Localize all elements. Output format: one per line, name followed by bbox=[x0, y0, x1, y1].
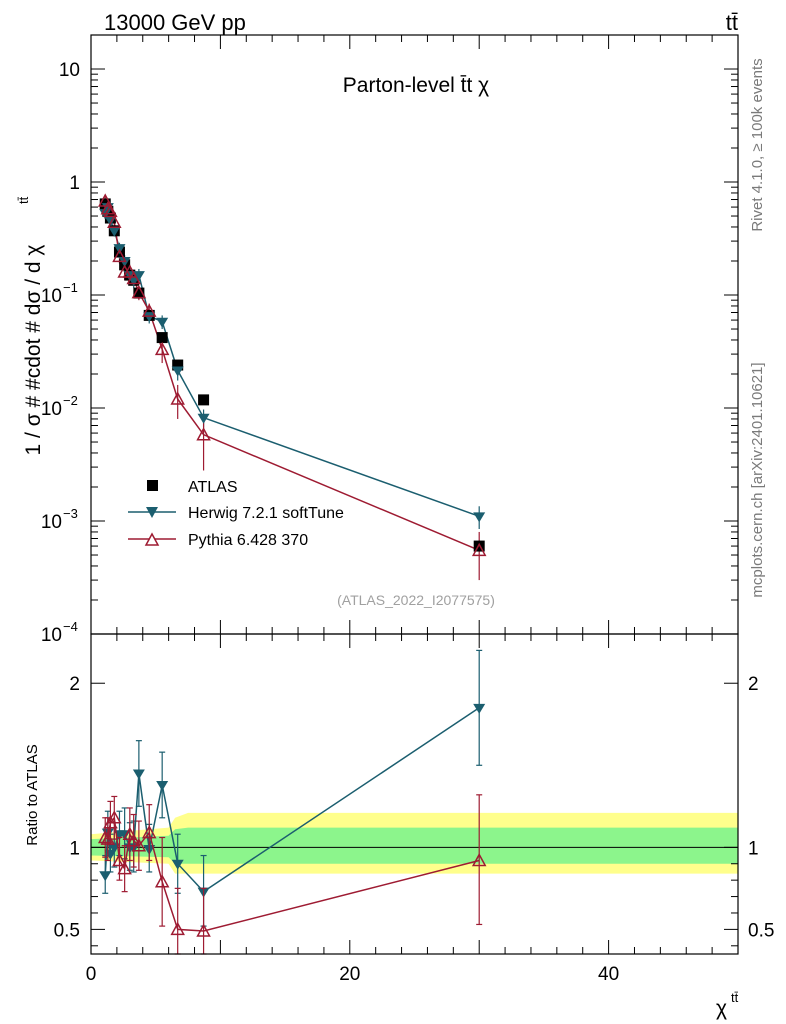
herwig-point bbox=[473, 512, 486, 523]
herwig-point bbox=[143, 312, 156, 323]
x-tick-label: 0 bbox=[86, 964, 97, 985]
ratio-y-label: Ratio to ATLAS bbox=[24, 744, 41, 845]
herwig-line bbox=[104, 204, 480, 518]
atlas-point bbox=[473, 540, 485, 552]
legend-herwig-label: Herwig 7.2.1 softTune bbox=[188, 505, 344, 522]
pythia-point bbox=[141, 303, 157, 317]
y-tick-label-exponent: −1 bbox=[63, 280, 78, 295]
legend-atlas-marker bbox=[147, 480, 158, 491]
pythia-line bbox=[104, 200, 480, 551]
pythia-point bbox=[131, 285, 147, 299]
herwig-point bbox=[156, 317, 169, 328]
legend-herwig-marker bbox=[146, 507, 158, 518]
ratio-axis-ticks: 0.5 0.51 12 20 20 40 bbox=[54, 634, 774, 985]
legend-pythia-label: Pythia 6.428 370 bbox=[188, 532, 308, 549]
ratio-series-layer bbox=[97, 649, 487, 955]
pythia-ratio-point bbox=[141, 824, 157, 839]
ratio-y-tick-label-right: 0.5 bbox=[748, 920, 774, 941]
ratio-frame bbox=[90, 633, 739, 955]
pythia-ratio-point bbox=[112, 852, 127, 867]
energy-label: 13000 GeV pp bbox=[104, 10, 246, 35]
herwig-ratio-point bbox=[156, 780, 169, 791]
pythia-ratio-point bbox=[107, 810, 122, 824]
y-axis-label: 1 / σ # #cdot # dσ / d χ tt̄ bbox=[16, 196, 45, 455]
pythia-point bbox=[126, 270, 141, 285]
x-axis-label: χ tt̄ bbox=[716, 990, 739, 1020]
pythia-ratio-point bbox=[122, 826, 138, 840]
plot-title: Parton-level t̄t χ bbox=[343, 74, 489, 97]
herwig-ratio-point bbox=[99, 871, 112, 882]
y-tick-label: 10 bbox=[41, 286, 62, 307]
main-series-layer bbox=[97, 193, 487, 581]
legend: ATLAS Herwig 7.2.1 softTune Pythia 6.428… bbox=[128, 479, 344, 549]
process-label: tt̄ bbox=[726, 10, 738, 35]
herwig-ratio-point bbox=[171, 859, 184, 870]
y-tick-label: 1 bbox=[69, 173, 80, 194]
pythia-point bbox=[154, 341, 170, 356]
y-tick-label-exponent: −2 bbox=[63, 393, 78, 408]
pythia-point bbox=[196, 427, 211, 441]
mcplots-label: mcplots.cern.ch [arXiv:2401.10621] bbox=[749, 362, 766, 597]
stat-uncertainty-band bbox=[91, 827, 738, 864]
pythia-point bbox=[100, 201, 116, 215]
y-tick-label: 10 bbox=[41, 625, 62, 646]
atlas-point bbox=[172, 359, 184, 371]
atlas-point bbox=[156, 332, 168, 344]
rivet-version-label: Rivet 4.1.0, ≥ 100k events bbox=[749, 58, 766, 231]
pythia-point bbox=[112, 248, 127, 263]
y-tick-label: 10 bbox=[41, 512, 62, 533]
y-tick-label: 10 bbox=[41, 399, 62, 420]
y-tick-label-exponent: −4 bbox=[63, 619, 78, 634]
x-tick-label: 20 bbox=[339, 964, 360, 985]
pythia-ratio-point bbox=[154, 874, 170, 888]
legend-atlas-label: ATLAS bbox=[188, 479, 238, 496]
x-tick-label: 40 bbox=[598, 964, 619, 985]
herwig-ratio-point bbox=[473, 703, 486, 714]
y-tick-label-exponent: −3 bbox=[63, 506, 78, 521]
y-axis-label-text: 1 / σ # #cdot # dσ / d χ bbox=[22, 245, 45, 456]
herwig-point bbox=[171, 366, 184, 377]
atlas-point bbox=[133, 287, 145, 299]
pythia-ratio-point bbox=[471, 852, 487, 867]
pythia-point bbox=[107, 214, 122, 229]
pythia-point bbox=[122, 264, 138, 278]
analysis-label: (ATLAS_2022_I2077575) bbox=[337, 592, 495, 608]
pythia-ratio-point bbox=[126, 833, 141, 847]
herwig-point bbox=[108, 226, 121, 237]
pythia-ratio-point bbox=[196, 923, 211, 937]
legend-pythia-marker bbox=[144, 532, 160, 546]
pythia-point bbox=[103, 203, 118, 218]
ratio-y-tick-label-left: 1 bbox=[69, 838, 80, 859]
ratio-y-tick-label-right: 1 bbox=[748, 838, 759, 859]
atlas-point bbox=[198, 394, 210, 406]
pythia-ratio-point bbox=[170, 921, 185, 936]
y-tick-label: 10 bbox=[59, 60, 80, 81]
ratio-y-tick-label-left: 2 bbox=[69, 674, 80, 695]
ratio-y-tick-label-right: 2 bbox=[748, 674, 759, 695]
ratio-y-tick-label-left: 0.5 bbox=[54, 920, 80, 941]
herwig-point bbox=[197, 413, 210, 424]
ratio-panel: 0.5 0.51 12 20 20 40 Ratio to ATLAS χ tt̄ bbox=[24, 633, 774, 1020]
x-axis-label-text: χ bbox=[716, 997, 727, 1020]
x-axis-label-sup: tt̄ bbox=[731, 990, 739, 1005]
pythia-ratio-point bbox=[131, 838, 147, 852]
ratio-bands bbox=[91, 812, 738, 874]
herwig-ratio-point bbox=[132, 769, 145, 780]
pythia-ratio-point bbox=[117, 861, 132, 875]
herwig-point bbox=[132, 271, 145, 282]
pythia-point bbox=[471, 542, 487, 557]
pythia-point bbox=[170, 391, 185, 405]
y-axis-label-sup: tt̄ bbox=[16, 196, 31, 204]
